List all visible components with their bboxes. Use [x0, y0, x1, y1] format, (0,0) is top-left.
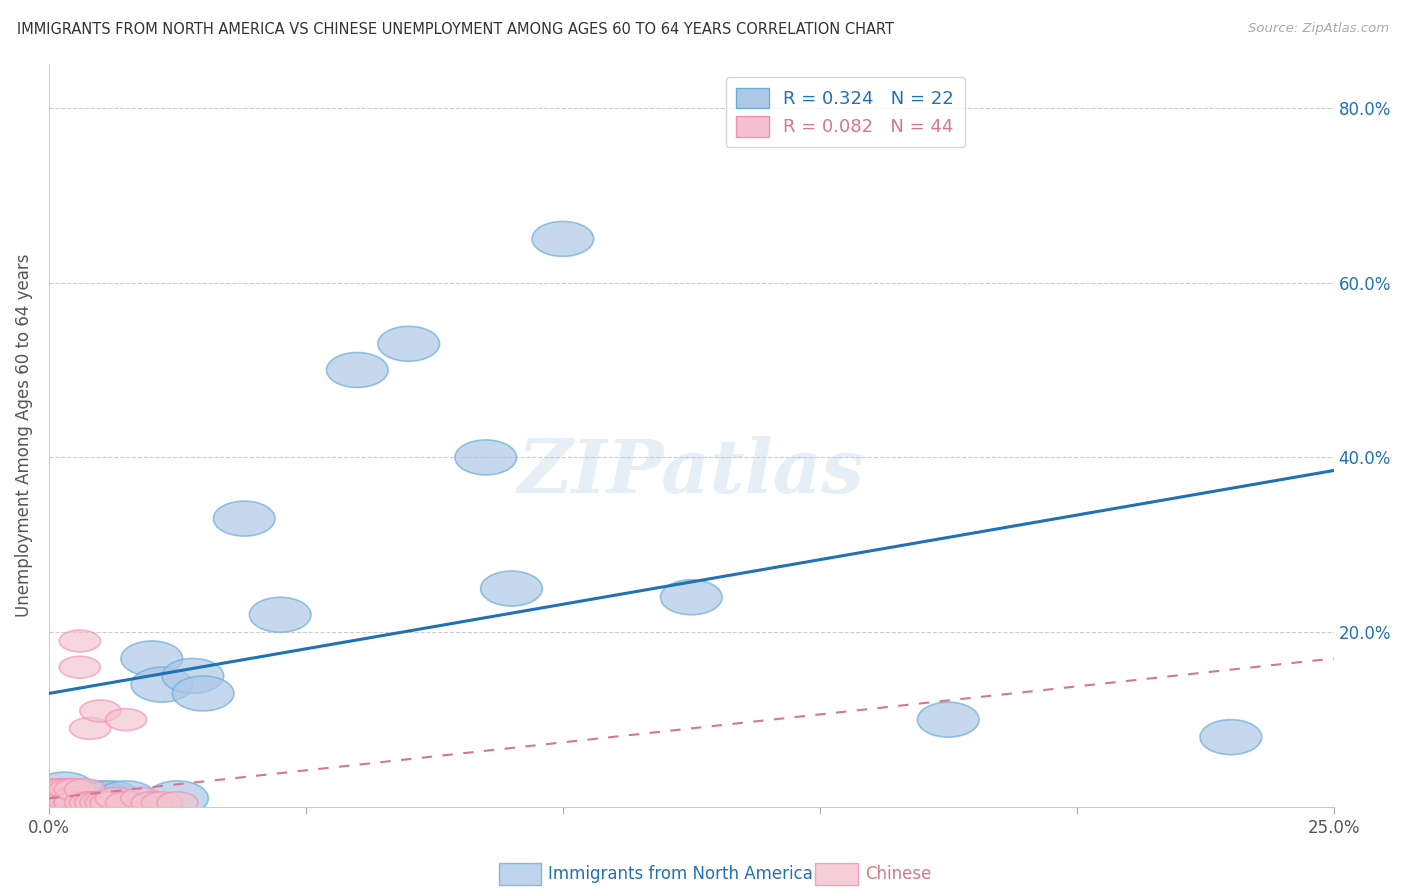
Ellipse shape	[59, 630, 100, 652]
Text: IMMIGRANTS FROM NORTH AMERICA VS CHINESE UNEMPLOYMENT AMONG AGES 60 TO 64 YEARS : IMMIGRANTS FROM NORTH AMERICA VS CHINESE…	[17, 22, 894, 37]
Ellipse shape	[214, 501, 276, 536]
Ellipse shape	[96, 780, 157, 816]
Ellipse shape	[59, 780, 121, 816]
Ellipse shape	[917, 702, 979, 737]
Ellipse shape	[39, 792, 80, 814]
Ellipse shape	[80, 780, 142, 816]
Ellipse shape	[34, 788, 75, 809]
Ellipse shape	[34, 792, 75, 814]
Ellipse shape	[44, 792, 84, 814]
Ellipse shape	[34, 792, 75, 814]
Ellipse shape	[131, 667, 193, 702]
Ellipse shape	[69, 780, 131, 816]
Ellipse shape	[84, 792, 127, 814]
Ellipse shape	[44, 780, 105, 816]
Ellipse shape	[28, 788, 69, 809]
Ellipse shape	[49, 779, 90, 800]
Ellipse shape	[661, 580, 723, 615]
Ellipse shape	[249, 598, 311, 632]
Ellipse shape	[53, 788, 96, 809]
Ellipse shape	[80, 792, 121, 814]
Ellipse shape	[39, 792, 80, 814]
Ellipse shape	[53, 792, 96, 814]
Ellipse shape	[105, 709, 146, 731]
Ellipse shape	[96, 788, 136, 809]
Ellipse shape	[1201, 720, 1261, 755]
Ellipse shape	[121, 788, 162, 809]
Y-axis label: Unemployment Among Ages 60 to 64 years: Unemployment Among Ages 60 to 64 years	[15, 254, 32, 617]
Ellipse shape	[162, 658, 224, 693]
Ellipse shape	[65, 792, 105, 814]
Ellipse shape	[44, 779, 84, 800]
Legend: R = 0.324   N = 22, R = 0.082   N = 44: R = 0.324 N = 22, R = 0.082 N = 44	[725, 77, 965, 147]
Ellipse shape	[121, 641, 183, 676]
Ellipse shape	[65, 779, 105, 800]
Ellipse shape	[44, 792, 84, 814]
Ellipse shape	[378, 326, 440, 361]
Ellipse shape	[59, 657, 100, 678]
Text: ZIPatlas: ZIPatlas	[517, 436, 865, 509]
Ellipse shape	[142, 792, 183, 814]
Ellipse shape	[49, 792, 90, 814]
Text: Chinese: Chinese	[865, 865, 931, 883]
Ellipse shape	[39, 788, 80, 809]
Ellipse shape	[53, 779, 96, 800]
Ellipse shape	[24, 780, 84, 816]
Ellipse shape	[69, 717, 111, 739]
Ellipse shape	[39, 788, 80, 809]
Ellipse shape	[173, 676, 233, 711]
Ellipse shape	[531, 221, 593, 256]
Ellipse shape	[39, 792, 80, 814]
Ellipse shape	[75, 792, 115, 814]
Ellipse shape	[34, 792, 75, 814]
Ellipse shape	[28, 792, 69, 814]
Text: Source: ZipAtlas.com: Source: ZipAtlas.com	[1249, 22, 1389, 36]
Ellipse shape	[326, 352, 388, 387]
Ellipse shape	[157, 792, 198, 814]
Ellipse shape	[34, 779, 75, 800]
Ellipse shape	[44, 788, 84, 809]
Ellipse shape	[481, 571, 543, 606]
Ellipse shape	[49, 788, 90, 809]
Ellipse shape	[49, 792, 90, 814]
Ellipse shape	[131, 792, 173, 814]
Ellipse shape	[44, 792, 84, 814]
Ellipse shape	[80, 700, 121, 722]
Ellipse shape	[146, 780, 208, 816]
Ellipse shape	[456, 440, 516, 475]
Ellipse shape	[53, 792, 96, 814]
Ellipse shape	[90, 792, 131, 814]
Ellipse shape	[105, 792, 146, 814]
Ellipse shape	[34, 772, 96, 807]
Ellipse shape	[39, 779, 80, 800]
Ellipse shape	[69, 792, 111, 814]
Text: Immigrants from North America: Immigrants from North America	[548, 865, 813, 883]
